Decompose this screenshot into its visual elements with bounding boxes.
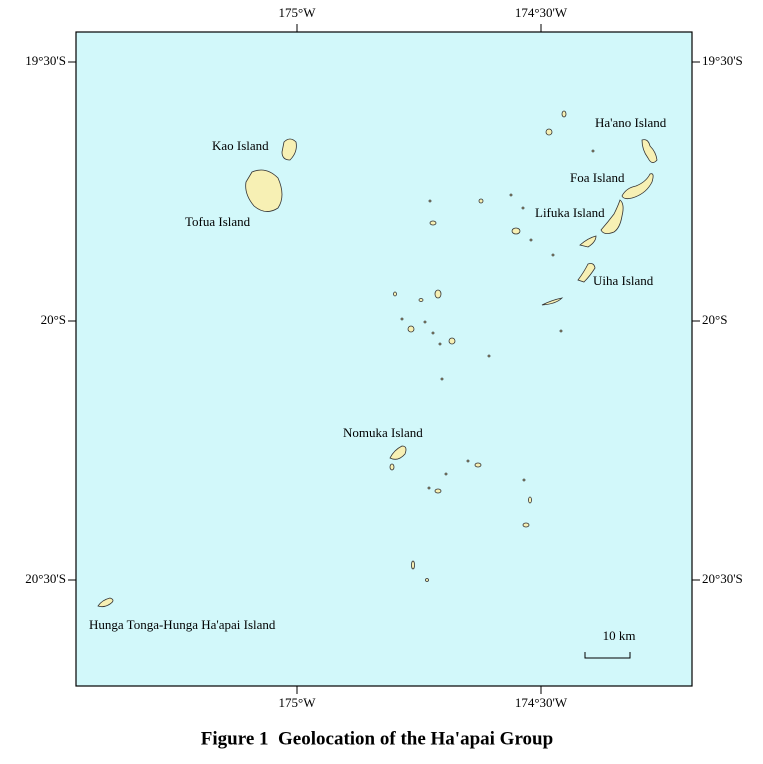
lat-label: 20°30'S [702, 571, 743, 586]
place-label: Kao Island [212, 138, 269, 153]
place-label: Foa Island [570, 170, 625, 185]
lat-label: 20°S [702, 312, 727, 327]
island [521, 206, 525, 210]
island [541, 297, 564, 306]
island [393, 291, 397, 297]
island [561, 110, 567, 118]
lat-label: 19°30'S [25, 53, 66, 68]
island [434, 488, 442, 494]
island [438, 342, 442, 346]
lat-label: 20°S [41, 312, 66, 327]
lat-label: 19°30'S [702, 53, 743, 68]
island [423, 320, 427, 324]
island [427, 486, 431, 490]
scale-bar-label: 10 km [603, 628, 636, 643]
shape [584, 652, 631, 659]
island [579, 235, 597, 248]
island [545, 128, 553, 136]
island [511, 227, 521, 235]
place-label: Nomuka Island [343, 425, 423, 440]
island [621, 173, 654, 200]
island [551, 253, 555, 257]
lon-label: 175°W [279, 695, 317, 710]
graticule-ticks [68, 24, 700, 694]
lon-label: 174°30'W [515, 5, 568, 20]
island [522, 522, 530, 528]
figure-caption: Figure 1 Geolocation of the Ha'apai Grou… [201, 728, 553, 749]
place-label: Lifuka Island [535, 205, 605, 220]
island [400, 317, 404, 321]
island [559, 329, 563, 333]
island [522, 478, 526, 482]
island [389, 463, 395, 471]
island [478, 198, 484, 204]
island [407, 325, 415, 333]
island [528, 496, 532, 504]
island [389, 445, 407, 460]
island [591, 149, 595, 153]
island [529, 238, 533, 242]
island [440, 377, 444, 381]
island [281, 138, 297, 161]
island [418, 298, 424, 302]
island [577, 263, 596, 283]
place-label: Uiha Island [593, 273, 654, 288]
map-frame [75, 31, 693, 687]
island [600, 199, 624, 234]
place-label: Ha'ano Island [595, 115, 667, 130]
lat-label: 20°30'S [25, 571, 66, 586]
island [641, 139, 658, 163]
island [429, 220, 437, 226]
place-label: Hunga Tonga-Hunga Ha'apai Island [89, 617, 276, 632]
island [411, 560, 415, 570]
island [428, 199, 432, 203]
island [487, 354, 491, 358]
island [444, 472, 448, 476]
island [97, 597, 114, 608]
island [431, 331, 435, 335]
lon-label: 175°W [279, 5, 317, 20]
island [448, 337, 456, 345]
islands [97, 110, 658, 608]
scale-bar [584, 652, 631, 659]
island [245, 169, 283, 212]
island [466, 459, 470, 463]
island [434, 289, 442, 299]
island [509, 193, 513, 197]
island [474, 462, 482, 468]
lon-label: 174°30'W [515, 695, 568, 710]
island [425, 578, 429, 582]
place-label: Tofua Island [185, 214, 251, 229]
